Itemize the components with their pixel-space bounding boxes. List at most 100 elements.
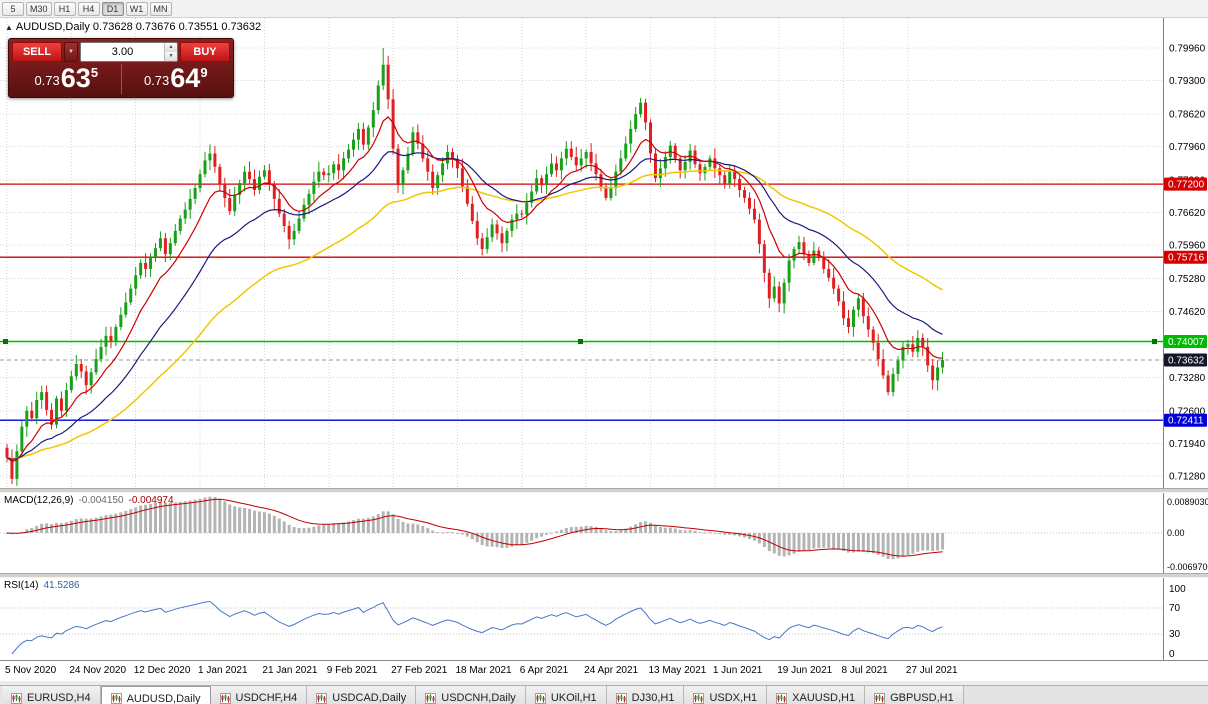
macd-histogram-bar [84, 518, 88, 533]
rsi-indicator-pane[interactable]: 100 70 30 0 RSI(14) 41.5286 [0, 578, 1208, 660]
macd-histogram-bar [163, 502, 167, 533]
main-chart-pane[interactable]: 0.799600.793000.786200.779600.772800.766… [0, 18, 1208, 488]
candle-body [40, 392, 44, 400]
timeframe-button-H1[interactable]: H1 [53, 1, 76, 16]
volume-value[interactable]: 3.00 [111, 46, 134, 58]
macd-histogram-bar [678, 529, 682, 533]
timeframe-button-W1[interactable]: W1 [125, 1, 148, 16]
candle-body [426, 158, 430, 172]
chart-tab-usdcad-daily[interactable]: USDCAD,Daily [307, 686, 417, 704]
buy-button[interactable]: BUY [180, 42, 230, 62]
pane-splitter[interactable] [0, 488, 1208, 493]
timeframe-button-5[interactable]: 5 [2, 1, 24, 16]
sell-dropdown-button[interactable]: ▼ [64, 42, 78, 62]
macd-histogram-bar [693, 530, 697, 533]
rsi-canvas[interactable]: 100 70 30 0 [0, 578, 1208, 660]
volume-spinner[interactable]: ▲ ▼ [164, 43, 177, 61]
line-selection-handle[interactable] [578, 339, 583, 344]
candle-body [772, 286, 776, 299]
macd-histogram-bar [139, 505, 143, 533]
candle-body [317, 171, 321, 182]
macd-histogram-bar [797, 533, 801, 552]
price-badge [1164, 335, 1207, 348]
time-axis[interactable]: 5 Nov 2020 24 Nov 2020 12 Dec 2020 1 Jan 20… [0, 660, 1208, 681]
timeframe-button-M30[interactable]: M30 [26, 1, 52, 16]
sell-price-display[interactable]: 0.73 63 5 [12, 64, 121, 94]
timeframe-button-MN[interactable]: MN [149, 1, 172, 16]
macd-histogram-bar [59, 523, 63, 533]
macd-histogram-bar [609, 531, 613, 533]
macd-canvas[interactable]: 0.0089030 0.00 -0.0069700 [0, 493, 1208, 573]
chart-tab-dj30-h1[interactable]: DJ30,H1 [606, 686, 685, 704]
line-selection-handle[interactable] [1152, 339, 1157, 344]
macd-histogram-bar [74, 519, 78, 533]
candle-body [832, 277, 836, 289]
macd-histogram-bar [490, 533, 494, 547]
macd-histogram-bar [119, 512, 123, 533]
candle-body [520, 213, 524, 215]
candle-body [733, 171, 737, 180]
macd-histogram-bar [361, 518, 365, 533]
chart-tab-gbpusd-h1[interactable]: GBPUSD,H1 [865, 686, 964, 704]
symbol-collapse-arrow-icon[interactable]: ▲ [5, 23, 13, 32]
macd-histogram-bar [386, 511, 390, 533]
sell-price-small: 0.73 [34, 73, 60, 88]
candle-body [812, 250, 816, 263]
date-label: 1 Jun 2021 [712, 665, 763, 676]
chart-tab-usdx-h1[interactable]: USDX,H1 [684, 686, 768, 704]
macd-histogram-bar [842, 533, 846, 551]
macd-indicator-pane[interactable]: 0.0089030 0.00 -0.0069700 MACD(12,26,9) -0.… [0, 493, 1208, 573]
candle-body [931, 365, 935, 381]
price-badge [1164, 250, 1207, 264]
sell-price-sup: 5 [90, 65, 99, 80]
macd-histogram-bar [342, 522, 346, 533]
date-label: 5 Nov 2020 [5, 665, 57, 676]
macd-histogram-bar [114, 513, 118, 533]
candle-body [416, 132, 420, 144]
spinner-down-icon[interactable]: ▼ [165, 52, 177, 61]
candle-body [287, 226, 291, 240]
macd-histogram-bar [317, 525, 321, 533]
chart-title: ▲ AUDUSD,Daily 0.73628 0.73676 0.73551 0.… [5, 21, 261, 33]
candle-body [401, 170, 405, 186]
candle-body [69, 376, 73, 391]
buy-price-display[interactable]: 0.73 64 9 [120, 64, 231, 94]
candle-body [540, 178, 544, 186]
rsi-line [11, 600, 943, 655]
macd-histogram-bar [282, 521, 286, 533]
rsi-axis-label: 70 [1169, 603, 1181, 614]
pane-splitter[interactable] [0, 573, 1208, 578]
candle-body [223, 184, 227, 198]
chart-tab-eurusd-h4[interactable]: EURUSD,H4 [2, 686, 101, 704]
timeframe-button-D1[interactable]: D1 [101, 1, 124, 16]
candle-body [381, 64, 385, 86]
price-chart-canvas[interactable]: 0.799600.793000.786200.779600.772800.766… [0, 18, 1208, 488]
spinner-up-icon[interactable]: ▲ [165, 43, 177, 52]
chart-tab-xauusd-h1[interactable]: XAUUSD,H1 [767, 686, 866, 704]
macd-histogram-bar [327, 524, 331, 533]
chart-tab-usdchf-h4[interactable]: USDCHF,H4 [210, 686, 308, 704]
volume-field[interactable]: 3.00 ▲ ▼ [80, 42, 178, 62]
candle-body [861, 298, 865, 317]
timeframe-button-H4[interactable]: H4 [77, 1, 100, 16]
macd-histogram-bar [30, 527, 34, 533]
tab-label: DJ30,H1 [631, 692, 675, 704]
price-axis-label: 0.78620 [1169, 110, 1206, 121]
macd-histogram-bar [401, 522, 405, 533]
chart-tab-usdcnh-daily[interactable]: USDCNH,Daily [416, 686, 526, 704]
candle-body [198, 174, 202, 188]
chart-tab-ukoil-h1[interactable]: UKOil,H1 [525, 686, 607, 704]
candle-body [485, 237, 489, 250]
line-selection-handle[interactable] [3, 339, 8, 344]
candle-body [134, 275, 138, 289]
date-label: 6 Apr 2021 [519, 665, 569, 676]
macd-histogram-bar [525, 533, 529, 543]
candle-body [79, 364, 83, 372]
rsi-axis[interactable] [1163, 578, 1208, 660]
macd-histogram-bar [154, 503, 157, 533]
sell-button[interactable]: SELL [12, 42, 62, 62]
chart-tab-audusd-daily[interactable]: AUDUSD,Daily [100, 686, 211, 704]
macd-histogram-bar [673, 528, 677, 533]
macd-axis[interactable] [1163, 493, 1208, 573]
macd-histogram-bar [312, 526, 316, 533]
